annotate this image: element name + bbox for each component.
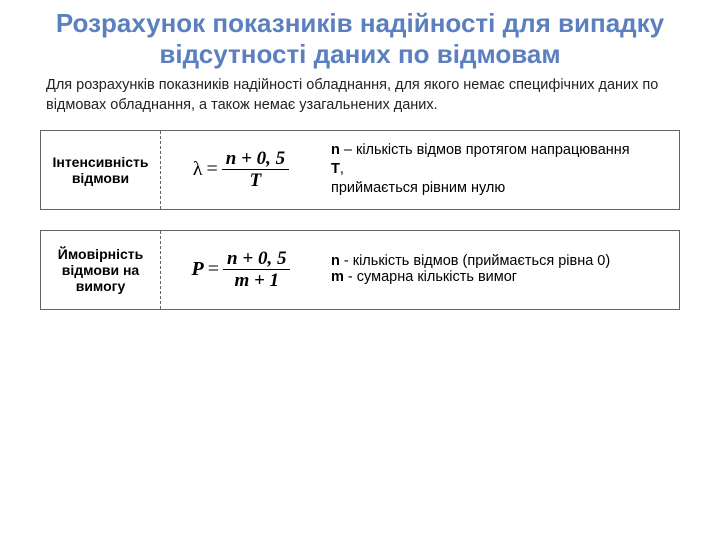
formula-row-intensity: Інтенсивність відмови λ = n + 0, 5 T n –… [40,130,680,210]
formula: λ = n + 0, 5 T [161,131,321,209]
desc-line-2: Т, [331,160,669,179]
page-title: Розрахунок показників надійності для вип… [40,8,680,70]
formula: P = n + 0, 5 m + 1 [161,231,321,309]
desc-var-n: n [331,142,340,158]
row-label: Ймовірність відмови на вимогу [41,231,161,309]
desc-line-1: n – кількість відмов протягом напрацюван… [331,141,669,160]
denominator: m + 1 [230,270,283,291]
fraction: n + 0, 5 m + 1 [223,248,290,291]
desc-text: , [340,161,344,177]
desc-line-2: m - сумарна кількість вимог [331,268,669,287]
formula-symbol: λ [193,158,203,181]
description: n - кількість відмов (приймається рівна … [321,231,679,309]
desc-var-t: Т [331,161,340,177]
row-label: Інтенсивність відмови [41,131,161,209]
desc-text: – кількість відмов протягом напрацювання [340,142,630,158]
equals-sign: = [208,258,219,281]
desc-var-n: n [331,253,340,269]
desc-text: - сумарна кількість вимог [344,269,517,285]
denominator: T [246,170,266,191]
intro-paragraph: Для розрахунків показників надійності об… [40,76,680,115]
desc-var-m: m [331,269,344,285]
numerator: n + 0, 5 [223,248,290,270]
formula-row-probability: Ймовірність відмови на вимогу P = n + 0,… [40,230,680,310]
description: n – кількість відмов протягом напрацюван… [321,131,679,209]
desc-text: - кількість відмов (приймається рівна 0) [340,253,610,269]
desc-line-3: приймається рівним нулю [331,179,669,198]
equals-sign: = [207,158,218,181]
fraction: n + 0, 5 T [222,148,289,191]
numerator: n + 0, 5 [222,148,289,170]
formula-symbol: P [192,258,204,281]
